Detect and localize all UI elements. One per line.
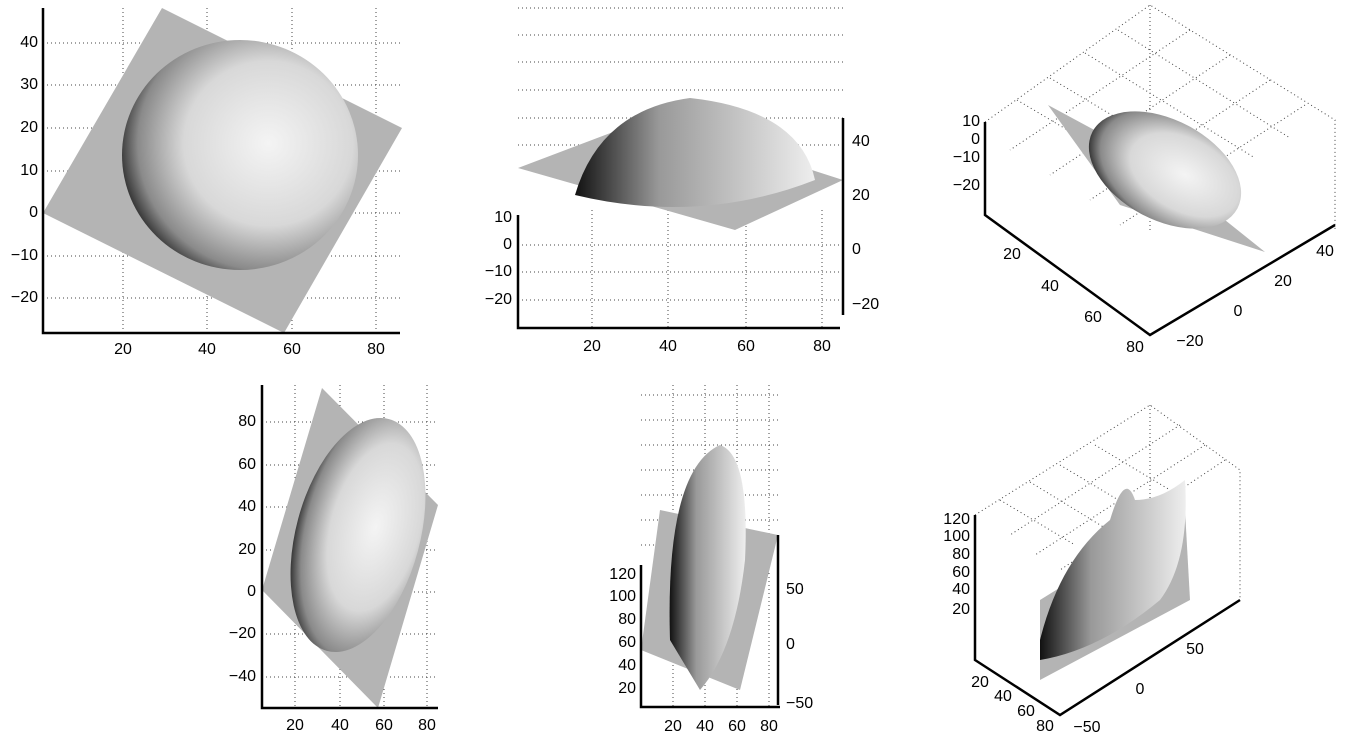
tick-label: 80 <box>952 546 970 563</box>
tick-label: 40 <box>238 498 256 515</box>
tick-label: 80 <box>238 413 256 430</box>
tick-label: 0 <box>1136 681 1145 698</box>
tick-label: 60 <box>728 718 746 735</box>
tick-label: 30 <box>20 76 38 93</box>
tick-label: 10 <box>962 113 980 130</box>
tick-label: 80 <box>1126 339 1144 356</box>
tick-label: 40 <box>1316 243 1334 260</box>
tick-label: 80 <box>618 611 636 628</box>
tick-label: −10 <box>11 247 38 264</box>
tick-label: 60 <box>283 341 301 358</box>
tick-label: 40 <box>952 581 970 598</box>
tick-label: 20 <box>618 680 636 697</box>
tick-label: 50 <box>786 581 804 598</box>
tick-label: 20 <box>114 341 132 358</box>
tick-label: 60 <box>238 456 256 473</box>
tick-label: 40 <box>696 718 714 735</box>
face-surface <box>122 40 358 270</box>
tick-label: 120 <box>609 566 636 583</box>
tick-label: 20 <box>952 601 970 618</box>
tick-label: 60 <box>375 717 393 734</box>
tick-label: −20 <box>229 625 256 642</box>
tick-label: −20 <box>953 177 980 194</box>
tick-label: 0 <box>786 636 795 653</box>
tick-label: 20 <box>286 717 304 734</box>
tick-label: 60 <box>618 634 636 651</box>
tick-label: 80 <box>367 341 385 358</box>
tick-label: 50 <box>1186 641 1204 658</box>
tick-label: 80 <box>760 718 778 735</box>
tick-label: −40 <box>229 668 256 685</box>
tick-label: 40 <box>852 133 870 150</box>
tick-label: 20 <box>664 718 682 735</box>
tick-label: 0 <box>247 583 256 600</box>
tick-label: 20 <box>971 674 989 691</box>
tick-label: 80 <box>1036 718 1054 735</box>
tick-label: 0 <box>29 204 38 221</box>
panel-5 <box>641 385 780 707</box>
tick-label: 20 <box>1274 273 1292 290</box>
tick-label: 20 <box>20 119 38 136</box>
tick-label: −10 <box>953 149 980 166</box>
tick-label: 40 <box>198 341 216 358</box>
tick-label: 10 <box>494 209 512 226</box>
tick-label: 80 <box>813 338 831 355</box>
tick-label: 0 <box>971 131 980 148</box>
face-surface <box>1040 480 1186 660</box>
tick-label: 80 <box>418 717 436 734</box>
tick-label: 100 <box>943 528 970 545</box>
tick-label: 60 <box>737 338 755 355</box>
panel-1 <box>43 8 402 333</box>
tick-label: −50 <box>786 695 813 712</box>
tick-label: 120 <box>943 511 970 528</box>
tick-label: 40 <box>331 717 349 734</box>
tick-label: 40 <box>1041 278 1059 295</box>
tick-label: −20 <box>11 289 38 306</box>
panel-6 <box>975 405 1240 715</box>
tick-label: 20 <box>1003 246 1021 263</box>
face-surface <box>575 98 815 207</box>
figure: 403020100−10−2020406080100−10−2040200−20… <box>0 0 1353 741</box>
tick-label: 0 <box>1234 303 1243 320</box>
tick-label: 60 <box>1017 703 1035 720</box>
tick-label: −20 <box>1176 333 1203 350</box>
tick-label: 40 <box>20 34 38 51</box>
tick-label: −20 <box>485 291 512 308</box>
tick-label: 40 <box>994 688 1012 705</box>
tick-label: −50 <box>1073 719 1100 736</box>
tick-label: 0 <box>852 241 861 258</box>
panel-2 <box>518 8 843 328</box>
tick-label: 20 <box>852 187 870 204</box>
tick-label: 100 <box>609 588 636 605</box>
tick-label: 60 <box>1084 309 1102 326</box>
tick-label: −10 <box>485 263 512 280</box>
tick-label: −20 <box>852 296 879 313</box>
tick-label: 20 <box>583 338 601 355</box>
tick-label: 20 <box>238 541 256 558</box>
panel-4 <box>262 385 449 708</box>
tick-label: 60 <box>952 564 970 581</box>
tick-label: 40 <box>659 338 677 355</box>
tick-label: 10 <box>20 162 38 179</box>
tick-label: 0 <box>503 236 512 253</box>
tick-label: 40 <box>618 657 636 674</box>
